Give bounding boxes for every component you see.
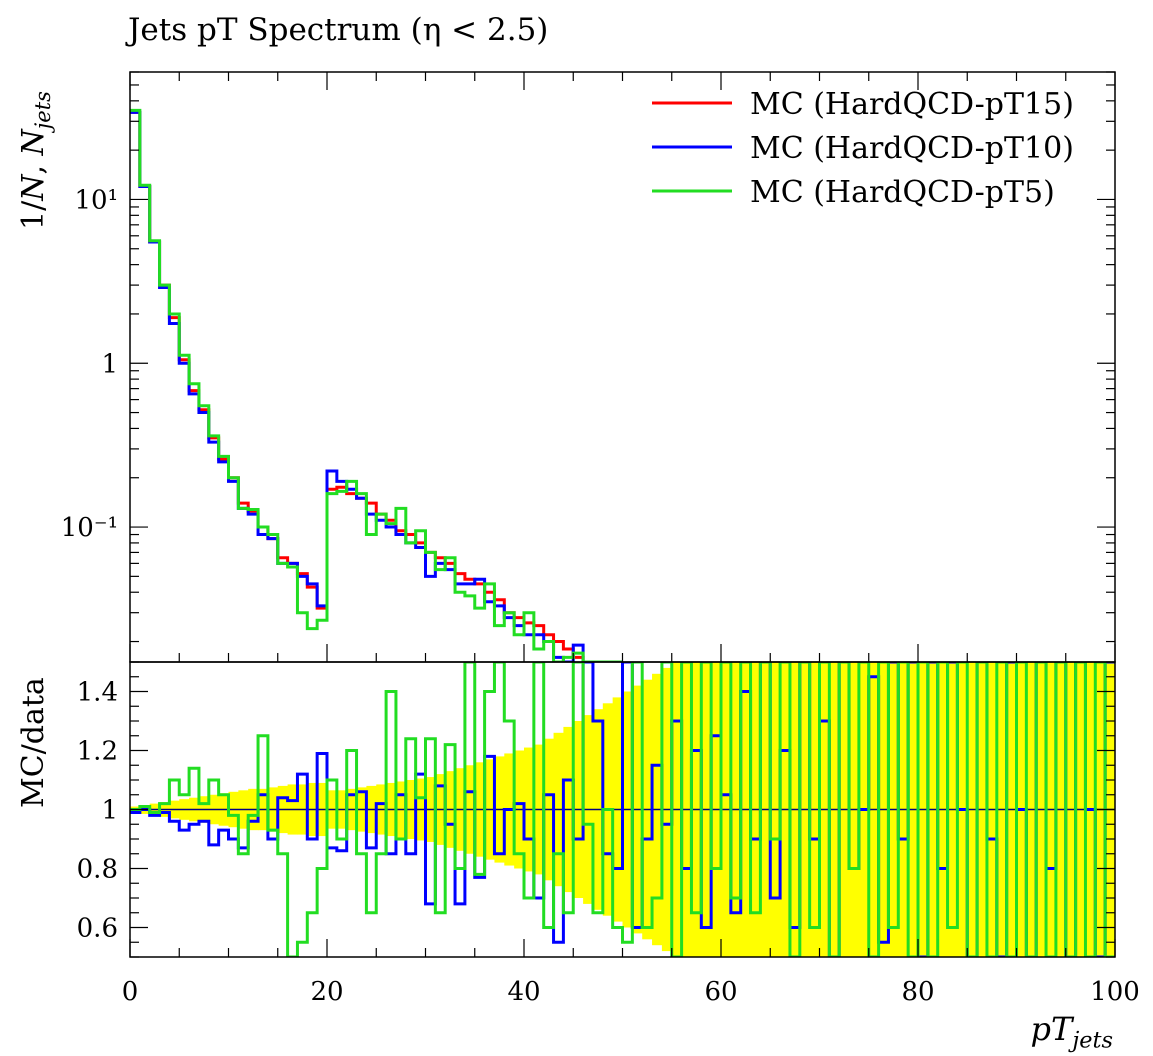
y-tick-label: 1 <box>101 349 118 379</box>
ratio-y-tick-label: 0.6 <box>77 914 118 944</box>
x-tick-label: 60 <box>704 977 737 1007</box>
top-ylabel: 1/N, Njets <box>16 91 55 230</box>
chart-title: Jets pT Spectrum (η < 2.5) <box>128 12 549 48</box>
top-series-1 <box>130 110 623 662</box>
ratio-y-tick-label: 0.8 <box>77 855 118 885</box>
top-series-0 <box>130 110 623 662</box>
x-tick-label: 0 <box>122 977 139 1007</box>
ratio-y-tick-label: 1.2 <box>77 737 118 767</box>
top-series-2 <box>130 108 623 662</box>
y-tick-label: 10¹ <box>74 185 118 215</box>
legend-label-0: MC (HardQCD-pT15) <box>750 87 1074 122</box>
legend-label-2: MC (HardQCD-pT5) <box>750 175 1055 210</box>
x-tick-label: 80 <box>901 977 934 1007</box>
x-tick-label: 20 <box>310 977 343 1007</box>
x-tick-label: 40 <box>507 977 540 1007</box>
ratio-y-tick-label: 1.4 <box>77 678 118 708</box>
ratio-y-tick-label: 1 <box>101 796 118 826</box>
x-tick-label: 100 <box>1090 977 1140 1007</box>
ratio-series-1 <box>130 662 1115 957</box>
legend-label-1: MC (HardQCD-pT10) <box>750 131 1074 166</box>
x-axis-label: pTjets <box>1030 1010 1113 1054</box>
bottom-ylabel: MC/data <box>16 677 51 808</box>
y-tick-label: 10⁻¹ <box>61 513 118 543</box>
